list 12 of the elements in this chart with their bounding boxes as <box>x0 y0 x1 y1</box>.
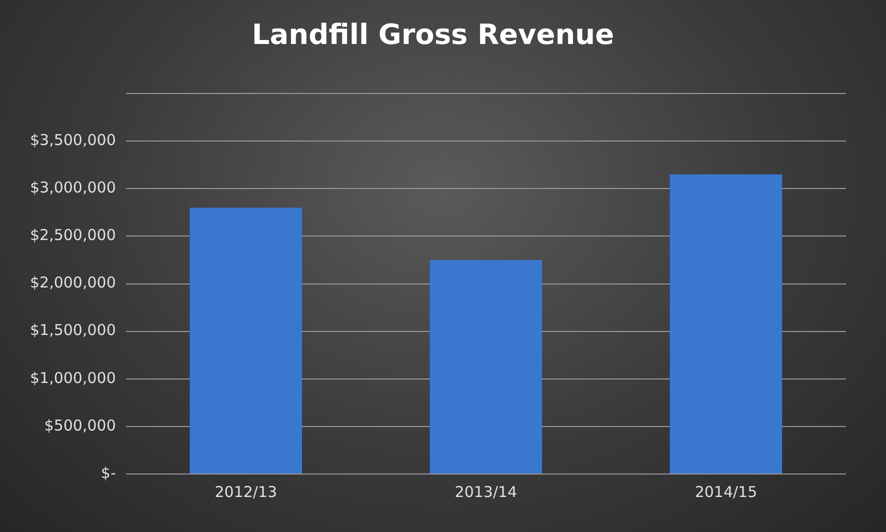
y-tick-label: $2,500,000 <box>30 226 116 244</box>
y-tick-label: $3,500,000 <box>30 131 116 150</box>
y-tick-label: $2,000,000 <box>30 274 116 292</box>
chart-title: Landfill Gross Revenue <box>252 18 614 52</box>
x-tick-label: 2013/14 <box>454 482 518 501</box>
y-tick-label: $1,500,000 <box>30 321 116 340</box>
y-tick-label: $1,000,000 <box>30 368 116 387</box>
x-tick-label: 2014/15 <box>694 482 758 501</box>
y-tick-label: $- <box>100 464 116 482</box>
y-tick-label: $3,000,000 <box>30 178 116 197</box>
x-tick-label: 2012/13 <box>214 482 278 501</box>
y-tick-label: $500,000 <box>44 416 116 434</box>
